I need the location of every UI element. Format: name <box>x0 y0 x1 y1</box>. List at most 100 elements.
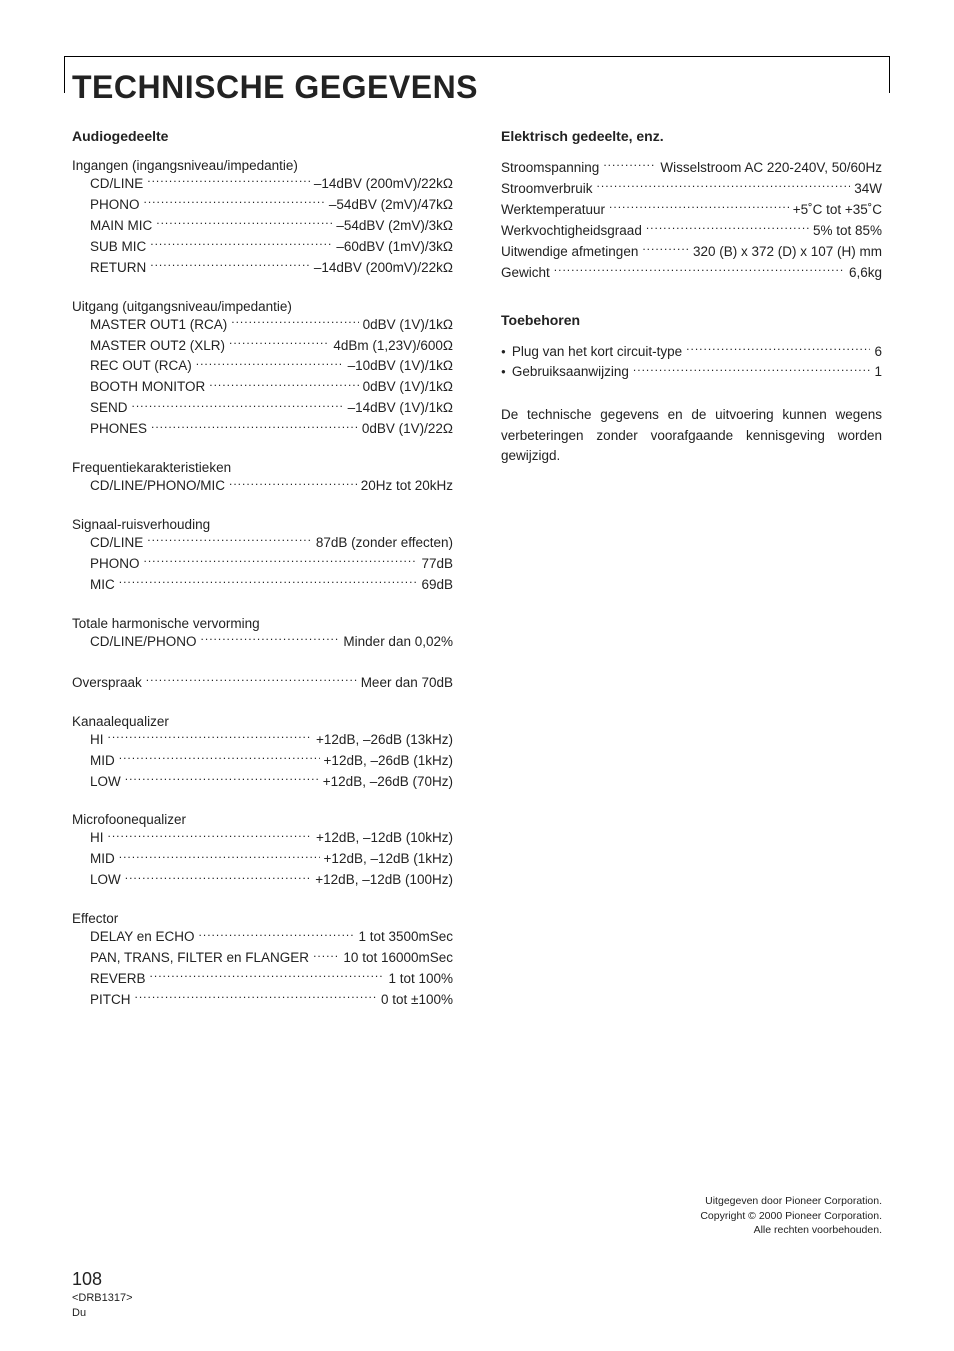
spec-row: DELAY en ECHO1 tot 3500mSec <box>72 927 453 948</box>
copyright-block: Uitgegeven door Pioneer Corporation. Cop… <box>700 1194 882 1237</box>
leader-dots <box>108 730 313 744</box>
spec-value: +5˚C tot +35˚C <box>793 200 882 221</box>
leader-dots <box>633 363 871 377</box>
spec-value: –14dBV (200mV)/22kΩ <box>314 258 453 279</box>
leader-dots <box>231 315 358 329</box>
leader-dots <box>150 258 310 272</box>
spec-label: MASTER OUT2 (XLR) <box>90 336 225 357</box>
spec-row: PHONES0dBV (1V)/22Ω <box>72 419 453 440</box>
spec-row: LOW+12dB, –12dB (100Hz) <box>72 870 453 891</box>
leader-dots <box>119 751 320 765</box>
page-footer: 108 <DRB1317> Du <box>72 1267 133 1321</box>
spec-value: –54dBV (2mV)/47kΩ <box>329 195 453 216</box>
spec-value: 10 tot 16000mSec <box>343 948 453 969</box>
spec-row: CD/LINE 87dB (zonder effecten) <box>72 533 453 554</box>
spec-group: OverspraakMeer dan 70dB <box>72 673 453 694</box>
leader-dots <box>144 554 418 568</box>
spec-value: +12dB, –26dB (70Hz) <box>323 772 453 793</box>
spec-label: MASTER OUT1 (RCA) <box>90 315 227 336</box>
spec-label: MAIN MIC <box>90 216 152 237</box>
spec-row: CD/LINE/PHONOMinder dan 0,02% <box>72 632 453 653</box>
audio-heading: Audiogedeelte <box>72 128 453 144</box>
leader-dots <box>642 242 689 256</box>
spec-group: FrequentiekarakteristiekenCD/LINE/PHONO/… <box>72 460 453 497</box>
leader-dots <box>144 195 325 209</box>
spec-value: +12dB, –12dB (100Hz) <box>315 870 453 891</box>
spec-label: Werkvochtigheidsgraad <box>501 221 642 242</box>
spec-row: PAN, TRANS, FILTER en FLANGER10 tot 1600… <box>72 948 453 969</box>
spec-label: Werktemperatuur <box>501 200 605 221</box>
group-label: Frequentiekarakteristieken <box>72 460 453 475</box>
spec-row: HI+12dB, –26dB (13kHz) <box>72 730 453 751</box>
leader-dots <box>597 179 851 193</box>
spec-value: –60dBV (1mV)/3kΩ <box>336 237 453 258</box>
spec-label: Overspraak <box>72 673 142 694</box>
spec-row: CD/LINE/PHONO/MIC20Hz tot 20kHz <box>72 476 453 497</box>
right-column: Elektrisch gedeelte, enz. Stroomspanning… <box>501 128 882 1031</box>
spec-label: BOOTH MONITOR <box>90 377 205 398</box>
spec-row: StroomspanningWisselstroom AC 220-240V, … <box>501 158 882 179</box>
spec-value: –54dBV (2mV)/3kΩ <box>336 216 453 237</box>
spec-row: SEND–14dBV (1V)/1kΩ <box>72 398 453 419</box>
spec-label: MID <box>90 751 115 772</box>
spec-group: Signaal-ruisverhoudingCD/LINE 87dB (zonde… <box>72 517 453 596</box>
spec-row: MASTER OUT2 (XLR)4dBm (1,23V)/600Ω <box>72 336 453 357</box>
page-title: TECHNISCHE GEGEVENS <box>72 69 890 106</box>
leader-dots <box>196 357 344 371</box>
leader-dots <box>119 850 320 864</box>
page-number: 108 <box>72 1267 133 1291</box>
group-label: Effector <box>72 911 453 926</box>
spec-row: CD/LINE–14dBV (200mV)/22kΩ <box>72 174 453 195</box>
spec-label: PHONO <box>90 195 140 216</box>
leader-dots <box>209 378 358 392</box>
left-column: Audiogedeelte Ingangen (ingangsniveau/im… <box>72 128 453 1031</box>
leader-dots <box>125 871 312 885</box>
bullet-icon: ● <box>501 366 506 378</box>
spec-value: 0dBV (1V)/22Ω <box>362 419 453 440</box>
spec-row: LOW+12dB, –26dB (70Hz) <box>72 772 453 793</box>
spec-value: 320 (B) x 372 (D) x 107 (H) mm <box>693 242 882 263</box>
leader-dots <box>151 420 358 434</box>
accessory-row: ● Plug van het kort circuit-type 6 <box>501 342 882 363</box>
elec-heading: Elektrisch gedeelte, enz. <box>501 128 882 144</box>
group-label: Signaal-ruisverhouding <box>72 517 453 532</box>
spec-group: MicrofoonequalizerHI+12dB, –12dB (10kHz)… <box>72 812 453 891</box>
spec-row: SUB MIC –60dBV (1mV)/3kΩ <box>72 237 453 258</box>
spec-value: 5% tot 85% <box>813 221 882 242</box>
spec-value: +12dB, –12dB (10kHz) <box>316 828 453 849</box>
spec-value: Wisselstroom AC 220-240V, 50/60Hz <box>660 158 882 179</box>
leader-dots <box>313 949 339 963</box>
leader-dots <box>108 829 313 843</box>
accessory-value: 6 <box>874 342 882 363</box>
spec-group: KanaalequalizerHI+12dB, –26dB (13kHz)MID… <box>72 714 453 793</box>
leader-dots <box>132 399 344 413</box>
spec-value: 0 tot ±100% <box>381 990 453 1011</box>
spec-value: 34W <box>854 179 882 200</box>
spec-row: MAIN MIC –54dBV (2mV)/3kΩ <box>72 216 453 237</box>
leader-dots <box>554 263 845 277</box>
leader-dots <box>686 342 870 356</box>
spec-label: SUB MIC <box>90 237 146 258</box>
spec-label: PITCH <box>90 990 131 1011</box>
accessory-label: Gebruiksaanwijzing <box>512 362 629 383</box>
accessory-label: Plug van het kort circuit-type <box>512 342 682 363</box>
bullet-icon: ● <box>501 346 506 358</box>
spec-row: PHONO77dB <box>72 554 453 575</box>
leader-dots <box>609 200 789 214</box>
spec-value: 0dBV (1V)/1kΩ <box>363 377 453 398</box>
spec-label: REVERB <box>90 969 146 990</box>
spec-value: –14dBV (1V)/1kΩ <box>348 398 453 419</box>
spec-label: Stroomverbruik <box>501 179 593 200</box>
spec-label: CD/LINE <box>90 533 143 554</box>
spec-label: PHONO <box>90 554 140 575</box>
spec-label: REC OUT (RCA) <box>90 356 192 377</box>
spec-label: CD/LINE/PHONO/MIC <box>90 476 225 497</box>
leader-dots <box>150 970 385 984</box>
spec-row: MIC69dB <box>72 575 453 596</box>
spec-label: Gewicht <box>501 263 550 284</box>
doc-code: <DRB1317> <box>72 1291 133 1306</box>
leader-dots <box>125 772 319 786</box>
leader-dots <box>229 336 329 350</box>
spec-value: 87dB (zonder effecten) <box>316 533 453 554</box>
spec-row: PHONO –54dBV (2mV)/47kΩ <box>72 195 453 216</box>
